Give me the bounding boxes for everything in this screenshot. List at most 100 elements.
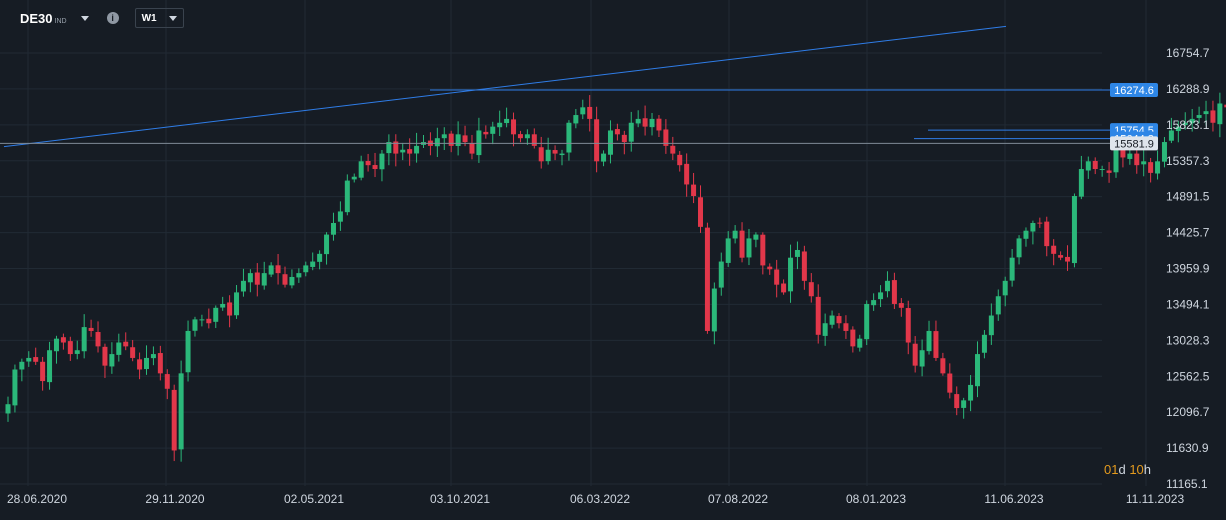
candle-body xyxy=(760,234,766,266)
candle-body xyxy=(891,280,897,304)
chevron-down-icon[interactable] xyxy=(80,15,89,21)
candle-body xyxy=(601,153,607,162)
candle-body xyxy=(109,354,115,367)
info-icon[interactable]: i xyxy=(106,12,119,24)
candle-body xyxy=(462,135,468,143)
candle-body xyxy=(393,141,399,154)
candle-body xyxy=(455,134,461,146)
candle-body xyxy=(53,338,59,352)
candle-body xyxy=(587,106,593,119)
candle-body xyxy=(1161,142,1167,162)
candle-body xyxy=(74,350,80,354)
candle-body xyxy=(81,327,87,352)
candle-body xyxy=(47,350,53,383)
candle-body xyxy=(704,227,710,331)
candle-body xyxy=(441,134,447,139)
price-badge xyxy=(1110,136,1158,151)
candle-body xyxy=(310,261,316,267)
candle-body xyxy=(919,350,925,367)
candle-body xyxy=(407,149,413,154)
candle-body xyxy=(940,358,946,374)
candle-body xyxy=(884,280,890,292)
candle-body xyxy=(607,130,613,155)
candle-body xyxy=(566,122,572,153)
symbol-name: DE30 xyxy=(20,10,53,26)
candle-body xyxy=(123,341,129,347)
bar-countdown: 01d 10h xyxy=(1104,462,1151,477)
candle-body xyxy=(365,161,371,166)
candle-body xyxy=(1051,245,1057,254)
candle-body xyxy=(379,153,385,170)
candle-body xyxy=(788,257,794,292)
candle-body xyxy=(303,265,309,273)
candle-body xyxy=(538,147,544,162)
y-tick-label: 13959.9 xyxy=(1166,262,1210,276)
timeframe-selector[interactable]: W1 xyxy=(134,8,184,28)
candle-body xyxy=(1092,160,1098,170)
candle-body xyxy=(490,126,496,134)
candle-body xyxy=(1224,104,1226,108)
candle-body xyxy=(469,142,475,154)
candle-body xyxy=(580,107,586,115)
candle-body xyxy=(206,318,212,324)
y-tick-label: 11165.1 xyxy=(1166,477,1208,491)
candle-body xyxy=(1009,257,1015,281)
y-tick-label: 12096.7 xyxy=(1166,405,1210,419)
price-badge xyxy=(1110,83,1158,98)
candle-body xyxy=(732,230,738,239)
candle-body xyxy=(864,303,870,340)
price-badge-label: 16274.6 xyxy=(1114,85,1154,97)
y-tick-label: 14425.7 xyxy=(1166,226,1210,240)
candle-body xyxy=(725,238,731,263)
candle-body xyxy=(234,292,240,316)
candle-body xyxy=(1113,149,1119,173)
candle-body xyxy=(1134,153,1140,166)
candle-body xyxy=(995,296,1001,315)
y-tick-label: 15823.1 xyxy=(1166,118,1210,132)
y-tick-label: 11630.9 xyxy=(1166,441,1209,455)
candle-body xyxy=(386,142,392,154)
candle-body xyxy=(227,302,233,316)
symbol-selector[interactable]: DE30 IND xyxy=(20,11,67,26)
candle-body xyxy=(614,129,620,135)
candle-body xyxy=(144,357,149,370)
candle-body xyxy=(137,359,143,370)
candle-body xyxy=(739,230,745,258)
candle-body xyxy=(1044,221,1050,247)
candle-body xyxy=(1078,169,1084,197)
candle-body xyxy=(40,361,46,382)
candle-body xyxy=(192,319,198,331)
candle-body xyxy=(850,329,856,347)
candle-body xyxy=(67,341,73,355)
candle-body xyxy=(898,303,904,308)
candle-body xyxy=(5,404,11,414)
candle-body xyxy=(767,266,773,270)
candle-body xyxy=(559,153,565,156)
candle-body xyxy=(753,234,759,240)
chevron-down-icon xyxy=(168,15,177,21)
candle-body xyxy=(1085,161,1091,171)
candle-body xyxy=(843,323,849,331)
candle-body xyxy=(1196,115,1202,118)
candle-body xyxy=(1099,169,1105,171)
candle-body xyxy=(794,249,800,257)
y-tick-label: 16754.7 xyxy=(1166,46,1210,60)
y-tick-label: 13494.1 xyxy=(1166,297,1210,311)
candle-body xyxy=(517,134,523,139)
candle-body xyxy=(1182,122,1188,126)
candle-body xyxy=(317,253,323,262)
candle-body xyxy=(1002,280,1008,296)
candle-body xyxy=(275,265,281,274)
candle-body xyxy=(857,338,863,348)
candle-body xyxy=(670,145,676,154)
countdown-hours: 10 xyxy=(1129,462,1144,477)
candle-body xyxy=(1065,256,1071,262)
candle-body xyxy=(781,283,787,293)
candle-body xyxy=(1210,110,1216,123)
candle-body xyxy=(330,222,336,235)
candle-body xyxy=(254,272,260,285)
candle-body xyxy=(981,334,987,353)
candle-body xyxy=(684,163,690,185)
